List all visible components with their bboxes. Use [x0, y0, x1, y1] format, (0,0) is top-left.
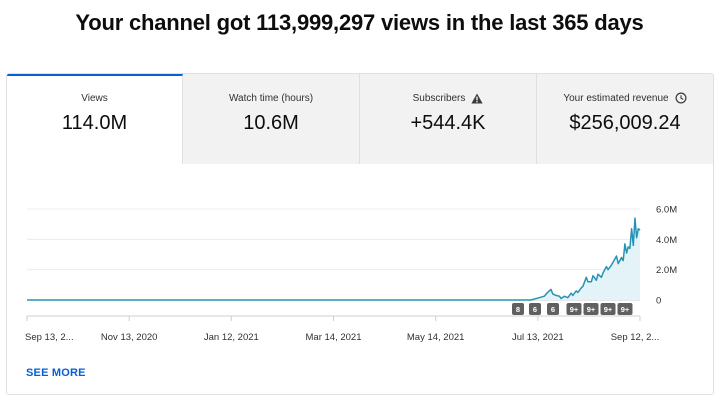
x-tick-label: Jan 12, 2021 [204, 332, 259, 343]
tab-watch-time[interactable]: Watch time (hours) 10.6M [183, 74, 360, 164]
annotation-badge-box [617, 303, 633, 315]
y-tick-label: 2.0M [656, 265, 677, 276]
annotation-badge[interactable]: 9+ [583, 303, 599, 315]
tab-revenue-value: $256,009.24 [569, 112, 681, 134]
annotation-badge-box [583, 303, 599, 315]
annotation-badge[interactable]: 9+ [566, 303, 582, 315]
analytics-card: Views 114.0M Watch time (hours) 10.6M Su… [6, 73, 714, 395]
tab-subscribers[interactable]: Subscribers +544.4K [360, 74, 537, 164]
annotation-badge-label: 6 [551, 305, 555, 314]
annotation-badge-box [566, 303, 582, 315]
clock-icon[interactable] [675, 92, 687, 104]
annotation-badge-box [547, 303, 559, 315]
annotation-badge-label: 8 [516, 305, 520, 314]
tab-watch-time-value: 10.6M [243, 112, 299, 134]
warning-icon[interactable] [471, 93, 484, 104]
annotation-badge-label: 9+ [587, 305, 596, 314]
tab-subscribers-value: +544.4K [410, 112, 486, 134]
x-tick-label: Nov 13, 2020 [101, 332, 158, 343]
series-line [27, 217, 641, 301]
y-tick-label: 4.0M [656, 235, 677, 246]
x-tick-label: Sep 13, 2... [25, 332, 74, 343]
page-headline: Your channel got 113,999,297 views in th… [75, 10, 644, 35]
annotation-badge[interactable]: 8 [512, 303, 524, 315]
annotation-badge[interactable]: 9+ [617, 303, 633, 315]
views-chart: 6.0M 4.0M 2.0M 0 Sep 13, 2... Nov 13, 2020 Jan… [7, 164, 713, 354]
y-tick-label: 0 [656, 296, 661, 307]
x-tick-label: Mar 14, 2021 [306, 332, 362, 343]
x-tick-label: Jul 13, 2021 [512, 332, 564, 343]
tab-revenue[interactable]: Your estimated revenue $256,009.24 [537, 74, 713, 164]
y-tick-label: 6.0M [656, 205, 677, 216]
annotation-badge-box [529, 303, 541, 315]
annotation-badge[interactable]: 6 [529, 303, 541, 315]
annotation-badge-label: 9+ [621, 305, 630, 314]
tab-subscribers-label: Subscribers [412, 92, 466, 104]
annotation-badge[interactable]: 9+ [600, 303, 616, 315]
metric-tabs: Views 114.0M Watch time (hours) 10.6M Su… [7, 74, 713, 164]
series-area [27, 218, 640, 300]
annotation-badge-label: 9+ [604, 305, 613, 314]
tab-revenue-label: Your estimated revenue [563, 92, 669, 104]
annotation-badge-label: 9+ [570, 305, 579, 314]
annotation-badge-box [600, 303, 616, 315]
annotation-badge-box [512, 303, 524, 315]
tab-views[interactable]: Views 114.0M [7, 74, 183, 164]
annotation-badge-label: 6 [533, 305, 537, 314]
views-chart-svg: 6.0M 4.0M 2.0M 0 Sep 13, 2... Nov 13, 2020 Jan… [25, 205, 677, 344]
see-more-button[interactable]: SEE MORE [26, 367, 86, 379]
tab-views-label: Views [81, 92, 108, 104]
annotation-badge[interactable]: 6 [547, 303, 559, 315]
x-tick-label: Sep 12, 2... [611, 332, 660, 343]
tab-watch-time-label: Watch time (hours) [228, 92, 314, 104]
tab-views-value: 114.0M [61, 112, 128, 134]
x-tick-label: May 14, 2021 [407, 332, 465, 343]
